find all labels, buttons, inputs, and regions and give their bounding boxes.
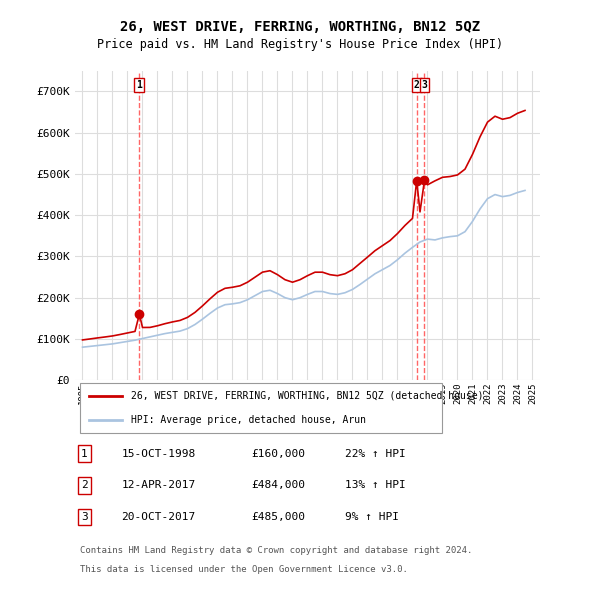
Text: 20-OCT-2017: 20-OCT-2017 — [121, 512, 196, 522]
Text: £484,000: £484,000 — [252, 480, 306, 490]
Text: 9% ↑ HPI: 9% ↑ HPI — [344, 512, 398, 522]
Text: 3: 3 — [422, 80, 427, 90]
Text: 2: 2 — [81, 480, 88, 490]
Text: 3: 3 — [81, 512, 88, 522]
Text: 2: 2 — [414, 80, 419, 90]
FancyBboxPatch shape — [80, 383, 442, 433]
Text: 15-OCT-1998: 15-OCT-1998 — [121, 449, 196, 458]
Text: HPI: Average price, detached house, Arun: HPI: Average price, detached house, Arun — [131, 415, 366, 425]
Text: This data is licensed under the Open Government Licence v3.0.: This data is licensed under the Open Gov… — [80, 565, 407, 574]
Text: 12-APR-2017: 12-APR-2017 — [121, 480, 196, 490]
Text: 13% ↑ HPI: 13% ↑ HPI — [344, 480, 406, 490]
Text: £160,000: £160,000 — [252, 449, 306, 458]
Text: Contains HM Land Registry data © Crown copyright and database right 2024.: Contains HM Land Registry data © Crown c… — [80, 546, 472, 555]
Text: £485,000: £485,000 — [252, 512, 306, 522]
Text: 22% ↑ HPI: 22% ↑ HPI — [344, 449, 406, 458]
Text: 1: 1 — [136, 80, 142, 90]
Text: 26, WEST DRIVE, FERRING, WORTHING, BN12 5QZ: 26, WEST DRIVE, FERRING, WORTHING, BN12 … — [120, 19, 480, 34]
Text: 26, WEST DRIVE, FERRING, WORTHING, BN12 5QZ (detached house): 26, WEST DRIVE, FERRING, WORTHING, BN12 … — [131, 391, 484, 401]
Text: Price paid vs. HM Land Registry's House Price Index (HPI): Price paid vs. HM Land Registry's House … — [97, 38, 503, 51]
Text: 1: 1 — [81, 449, 88, 458]
